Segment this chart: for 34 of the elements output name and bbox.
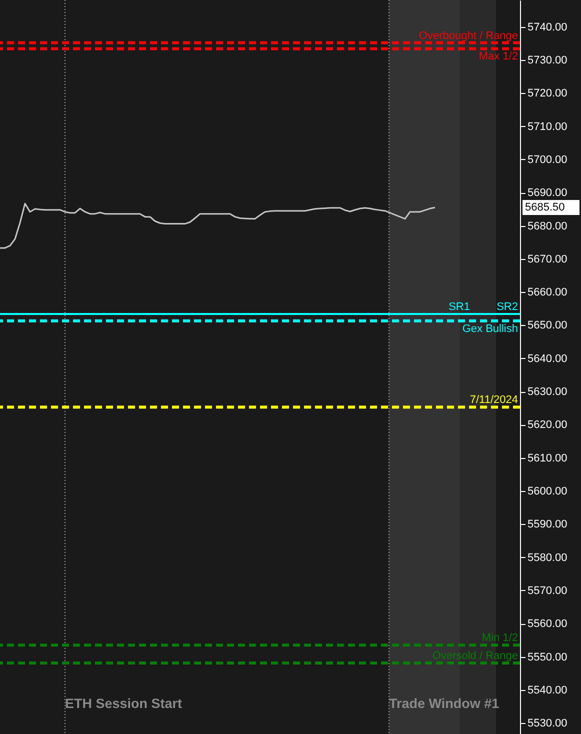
y-tick-label: 5680.00 <box>528 220 568 232</box>
y-tick-label: 5570.00 <box>528 584 568 597</box>
ref-line-label: Oversold / Range <box>432 650 518 662</box>
y-tick-label: 5640.00 <box>528 352 568 365</box>
y-tick-label: 5630.00 <box>528 386 568 398</box>
y-tick-label: 5600.00 <box>528 485 568 498</box>
y-tick-label: 5660.00 <box>528 286 568 299</box>
annotation: ETH Session Start <box>65 696 183 711</box>
y-tick-label: 5540.00 <box>528 684 568 696</box>
ref-line-label: Overbought / Range <box>418 30 518 42</box>
y-tick-label: 5590.00 <box>528 518 568 531</box>
y-tick-label: 5610.00 <box>528 452 568 464</box>
ref-line-label: Max 1/2 <box>478 50 518 63</box>
y-tick-label: 5580.00 <box>528 552 568 564</box>
annotation: Trade Window #1 <box>388 696 500 711</box>
y-tick-label: 5670.00 <box>528 253 568 266</box>
y-tick-label: 5620.00 <box>528 419 568 432</box>
text: 5685.50 <box>525 202 565 214</box>
y-tick-label: 5730.00 <box>528 54 568 67</box>
y-tick-label: 5650.00 <box>528 320 568 332</box>
y-tick-label: 5550.00 <box>528 651 568 664</box>
y-tick-label: 5740.00 <box>528 21 568 34</box>
y-tick-label: 5700.00 <box>528 154 568 166</box>
ref-line-label: SR2 <box>496 300 518 313</box>
annotation: SR1 <box>448 300 470 313</box>
y-tick-label: 5710.00 <box>528 120 568 133</box>
line-series <box>0 202 436 249</box>
y-tick-label: 5560.00 <box>528 618 568 630</box>
ref-line-label: Min 1/2 <box>482 632 518 644</box>
ref-line-label: Gex Bullish <box>462 322 518 335</box>
y-tick-label: 5690.00 <box>528 187 568 200</box>
annotation: 7/11/2024 <box>470 394 518 406</box>
y-tick-label: 5530.00 <box>528 718 568 730</box>
y-tick-label: 5720.00 <box>528 88 568 100</box>
